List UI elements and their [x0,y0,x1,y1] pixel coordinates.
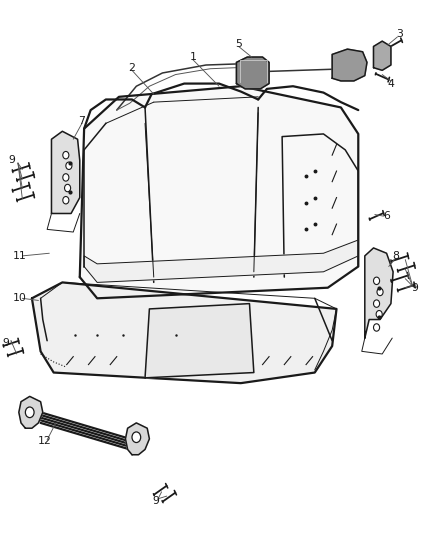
Polygon shape [32,282,336,383]
Text: 9: 9 [2,338,9,349]
Circle shape [25,407,34,418]
Text: 3: 3 [396,29,403,39]
Polygon shape [84,240,358,282]
Polygon shape [365,248,393,338]
Circle shape [374,300,380,308]
Circle shape [63,151,69,159]
Text: 9: 9 [152,496,159,506]
Text: 9: 9 [411,282,418,293]
Text: 11: 11 [13,251,27,261]
Circle shape [374,277,380,285]
Text: 10: 10 [13,293,27,303]
Polygon shape [374,41,391,70]
Text: 1: 1 [190,52,196,62]
Polygon shape [125,423,149,455]
Circle shape [374,324,380,331]
Circle shape [132,432,141,442]
Polygon shape [80,86,358,298]
Text: 7: 7 [78,116,85,126]
Circle shape [63,197,69,204]
Polygon shape [332,49,367,81]
Text: 8: 8 [392,251,399,261]
Polygon shape [52,131,80,214]
Circle shape [377,288,383,296]
Text: 6: 6 [383,211,390,221]
Text: 9: 9 [9,156,16,165]
Text: 4: 4 [388,78,394,88]
Text: 12: 12 [38,437,52,447]
Circle shape [376,311,382,318]
Polygon shape [145,304,254,378]
Circle shape [66,162,72,169]
Circle shape [63,174,69,181]
Circle shape [64,184,71,192]
Text: 5: 5 [235,39,242,49]
Polygon shape [19,397,43,428]
Text: 2: 2 [128,63,135,72]
Polygon shape [237,57,269,89]
